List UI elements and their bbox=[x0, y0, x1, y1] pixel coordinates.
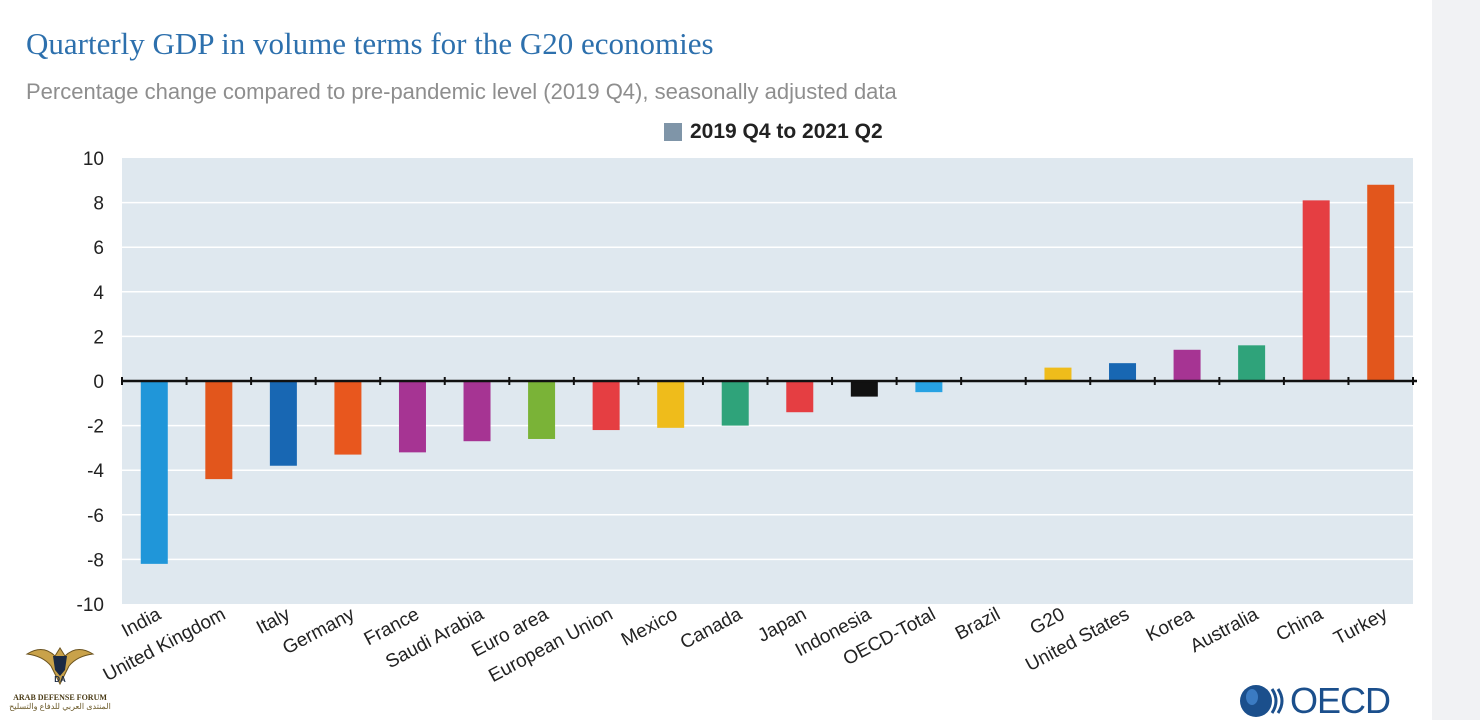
chart-subtitle: Percentage change compared to pre-pandem… bbox=[26, 79, 897, 104]
bar-japan bbox=[786, 381, 814, 413]
x-tick-label: China bbox=[1273, 604, 1327, 646]
x-tick-label: Germany bbox=[279, 604, 358, 659]
y-tick-label: 6 bbox=[93, 238, 104, 259]
x-tick-label: Italy bbox=[253, 604, 294, 639]
y-tick-label: 2 bbox=[93, 327, 104, 348]
bar-turkey bbox=[1367, 184, 1395, 381]
bar-mexico bbox=[657, 381, 685, 428]
y-tick-label: 10 bbox=[83, 149, 104, 170]
x-tick-label: United Kingdom bbox=[100, 604, 229, 686]
bar-canada bbox=[721, 381, 749, 426]
y-tick-label: -4 bbox=[87, 461, 104, 482]
svg-text:DA: DA bbox=[54, 675, 66, 684]
bar-china bbox=[1302, 200, 1330, 381]
watermark-logo: DA ARAB DEFENSE FORUM المنتدى العربي للد… bbox=[8, 640, 112, 711]
y-tick-label: -6 bbox=[87, 506, 104, 527]
bar-indonesia bbox=[850, 381, 878, 397]
oecd-logo: OECD bbox=[1238, 680, 1391, 722]
bar-india bbox=[140, 381, 168, 564]
bar-germany bbox=[334, 381, 362, 455]
y-tick-label: -8 bbox=[87, 550, 104, 571]
bar-saudi-arabia bbox=[463, 381, 491, 442]
bar-european-union bbox=[592, 381, 620, 431]
chart-title: Quarterly GDP in volume terms for the G2… bbox=[26, 26, 714, 61]
bar-g20 bbox=[1044, 367, 1072, 381]
bar-italy bbox=[269, 381, 297, 466]
watermark-text-ar: المنتدى العربي للدفاع والتسليح bbox=[9, 702, 111, 711]
oecd-logo-text: OECD bbox=[1290, 680, 1391, 721]
legend-label: 2019 Q4 to 2021 Q2 bbox=[690, 120, 883, 143]
bar-oecd-total bbox=[915, 381, 943, 393]
bar-korea bbox=[1173, 349, 1201, 381]
eagle-emblem-icon: DA bbox=[25, 647, 95, 686]
bar-euro-area bbox=[528, 381, 556, 439]
x-tick-label: Brazil bbox=[952, 604, 1004, 645]
y-tick-label: 8 bbox=[93, 194, 104, 215]
bar-australia bbox=[1238, 345, 1266, 381]
bar-france bbox=[398, 381, 426, 453]
legend-swatch bbox=[664, 123, 682, 141]
bar-united-kingdom bbox=[205, 381, 233, 480]
x-tick-label: Canada bbox=[677, 604, 746, 654]
x-tick-label: Australia bbox=[1187, 604, 1263, 657]
y-tick-label: 0 bbox=[93, 372, 104, 393]
x-tick-label: G20 bbox=[1027, 604, 1069, 639]
legend: 2019 Q4 to 2021 Q2 bbox=[664, 120, 883, 144]
bar-united-states bbox=[1109, 363, 1137, 381]
oecd-globe-icon bbox=[1240, 685, 1284, 717]
x-tick-label: Mexico bbox=[618, 604, 681, 651]
x-tick-label: Turkey bbox=[1331, 604, 1392, 650]
page-edge-strip bbox=[1432, 0, 1480, 720]
y-tick-label: -10 bbox=[77, 595, 104, 616]
y-tick-label: -2 bbox=[87, 417, 104, 438]
watermark-text-en: ARAB DEFENSE FORUM bbox=[13, 693, 107, 702]
y-tick-label: 4 bbox=[93, 283, 104, 304]
